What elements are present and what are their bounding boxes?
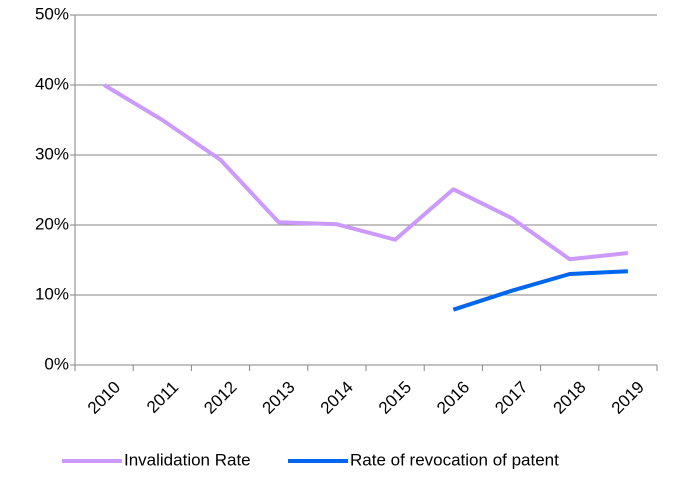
y-tick-label: 30% — [35, 144, 69, 163]
x-tick-label: 2015 — [375, 378, 415, 418]
x-tick-label: 2010 — [84, 378, 124, 418]
line-series — [452, 269, 628, 312]
x-tick-label: 2013 — [259, 378, 299, 418]
x-tick-label: 2018 — [550, 378, 590, 418]
x-tick-label: 2012 — [200, 378, 240, 418]
x-tick-label: 2014 — [317, 378, 357, 418]
x-tick-label: 2017 — [491, 378, 531, 418]
line-series — [103, 83, 629, 262]
y-tick-label: 50% — [35, 4, 69, 23]
y-tick-label: 20% — [35, 214, 69, 233]
x-tick-label: 2019 — [608, 378, 648, 418]
y-tick-label: 40% — [35, 74, 69, 93]
y-tick-label: 0% — [44, 354, 69, 373]
y-tick-label: 10% — [35, 284, 69, 303]
x-tick-label: 2016 — [433, 378, 473, 418]
legend-label: Invalidation Rate — [124, 450, 251, 469]
x-tick-label: 2011 — [143, 378, 182, 417]
legend-label: Rate of revocation of patent — [350, 450, 559, 469]
